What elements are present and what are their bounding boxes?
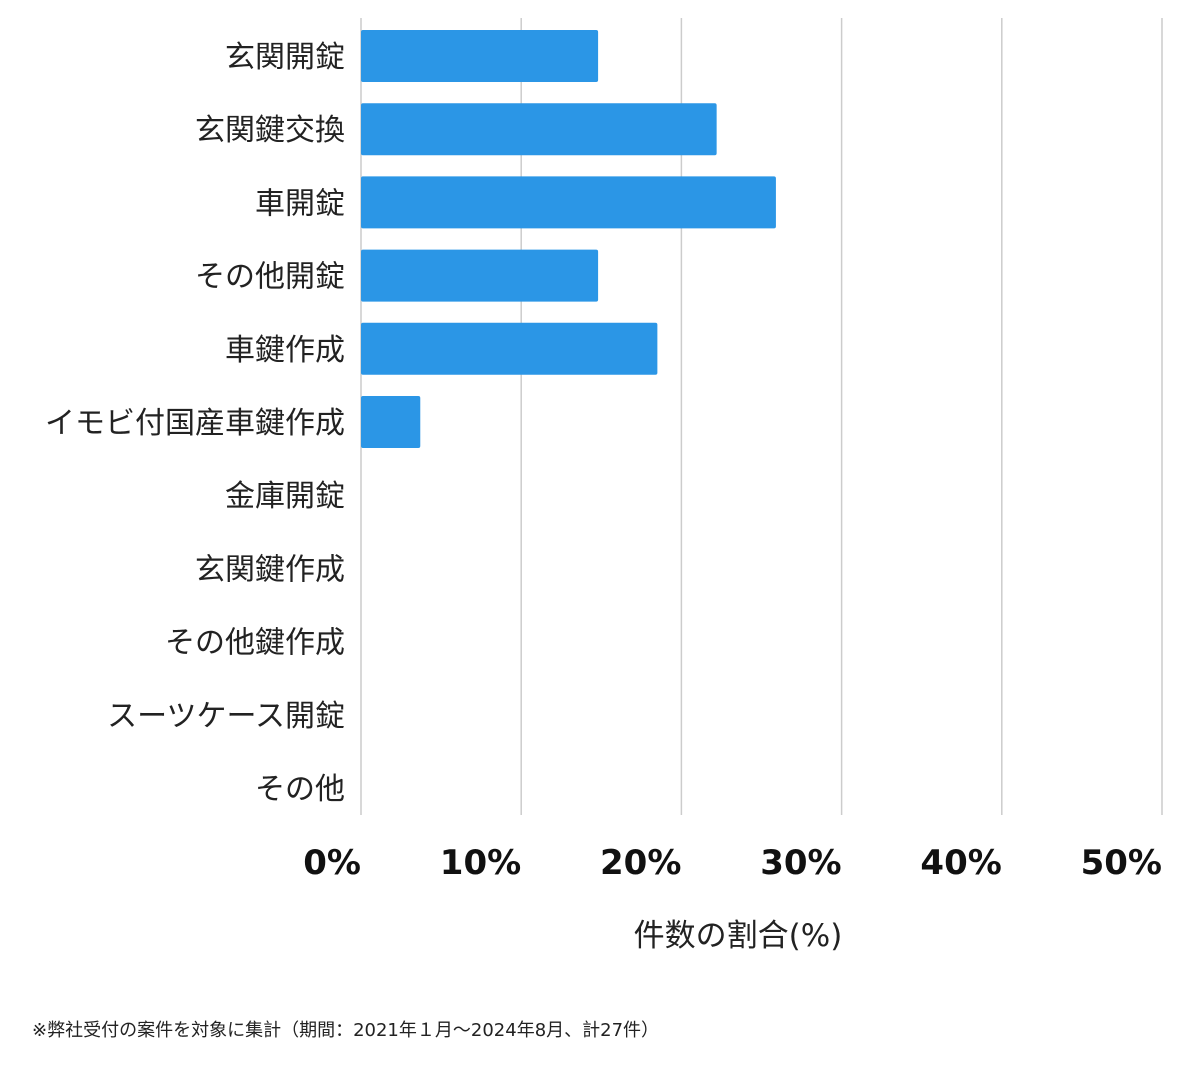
category-label: 玄関鍵交換: [195, 113, 345, 148]
category-label: その他開錠: [195, 260, 345, 295]
bar: [361, 30, 599, 82]
category-label: 車開錠: [255, 186, 345, 221]
bar: [361, 103, 717, 156]
x-tick-labels: 0% 10% 20% 30% 40% 50%: [303, 843, 1162, 883]
bars: [361, 30, 776, 448]
bar: [361, 322, 658, 375]
category-label: スーツケース開錠: [107, 699, 345, 734]
x-tick-label: 40%: [920, 843, 1001, 883]
category-label: イモビ付国産車鍵作成: [45, 406, 345, 441]
category-label: 車鍵作成: [225, 333, 345, 368]
x-tick-label: 20%: [600, 843, 681, 883]
category-label: 金庫開錠: [225, 479, 345, 514]
x-tick-label: 30%: [760, 843, 841, 883]
category-label: その他鍵作成: [165, 626, 345, 661]
x-tick-label: 10%: [440, 843, 521, 883]
category-label: 玄関開錠: [225, 40, 345, 75]
category-label: 玄関鍵作成: [195, 552, 345, 587]
category-label: その他: [255, 772, 345, 807]
x-axis-title: 件数の割合(%): [634, 918, 843, 954]
footnote: ※弊社受付の案件を対象に集計（期間：2021年１月〜2024年8月、計27件）: [32, 1020, 660, 1041]
category-labels: 玄関開錠玄関鍵交換車開錠その他開錠車鍵作成イモビ付国産車鍵作成金庫開錠玄関鍵作成…: [45, 40, 345, 807]
x-tick-label: 50%: [1081, 843, 1162, 883]
bar: [361, 396, 421, 448]
bar: [361, 176, 776, 229]
bar: [361, 249, 599, 302]
x-tick-label: 0%: [303, 843, 361, 883]
